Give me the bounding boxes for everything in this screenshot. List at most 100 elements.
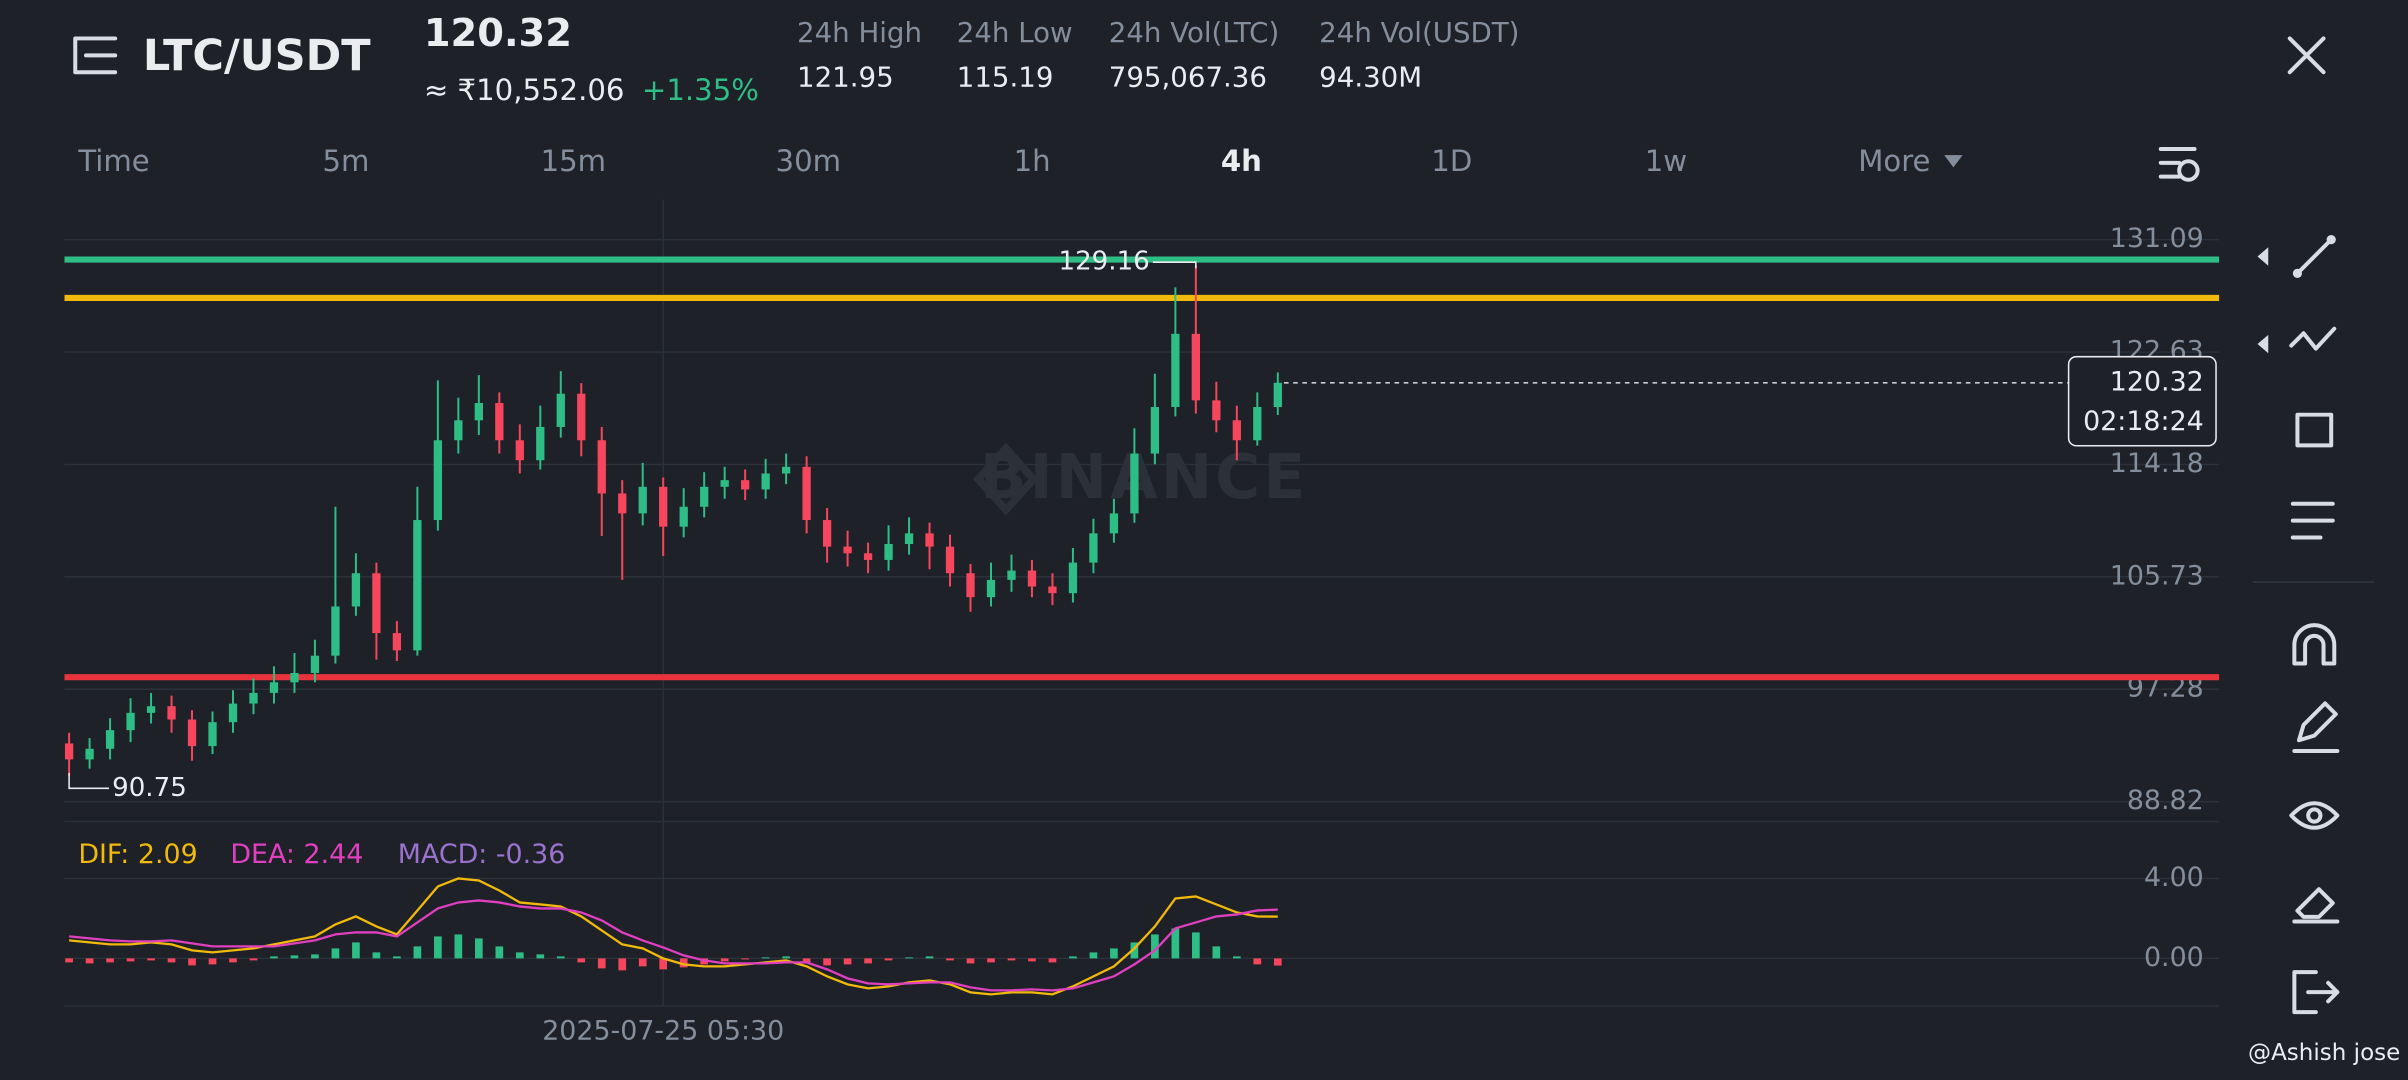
macd-bar	[946, 958, 954, 961]
magnet-tool[interactable]	[2292, 623, 2337, 666]
credit: @Ashish jose	[2248, 1040, 2400, 1066]
macd-bar	[1232, 956, 1241, 959]
macd-bar	[905, 957, 913, 959]
macd-bar	[1151, 934, 1159, 959]
interval-tab[interactable]: 30m	[776, 144, 842, 178]
candle-body	[1273, 382, 1282, 408]
chart-settings[interactable]	[2158, 147, 2200, 182]
countdown-label: 02:18:24	[2083, 406, 2204, 437]
macd-bar	[864, 958, 872, 964]
macd-bar	[434, 936, 442, 959]
eraser-tool[interactable]	[2292, 887, 2340, 924]
indicator-tool[interactable]	[2290, 501, 2335, 540]
interval-tab[interactable]: 5m	[323, 144, 370, 178]
candle-body	[433, 440, 443, 521]
interval-tab[interactable]: More	[1858, 144, 1930, 178]
candle-body	[249, 692, 258, 704]
macd-bar	[311, 954, 319, 959]
exit-tool[interactable]	[2292, 970, 2340, 1015]
candle-body	[1212, 400, 1221, 421]
y-tick-label: 131.09	[2110, 223, 2204, 254]
macd-bar	[1212, 946, 1221, 959]
candle-body	[945, 546, 955, 574]
interval-tab[interactable]: Time	[77, 144, 149, 178]
macd-bar	[1171, 928, 1180, 959]
candle-body	[618, 493, 627, 514]
candle-body	[802, 466, 811, 521]
macd-bar	[413, 946, 422, 959]
macd-bar	[1192, 932, 1200, 959]
y-tick-label: 114.18	[2110, 448, 2204, 479]
macd-bar	[823, 958, 831, 966]
pen-tool[interactable]	[2292, 701, 2340, 754]
candle-body	[228, 703, 238, 723]
macd-bar	[270, 956, 278, 959]
candle-body	[863, 553, 873, 560]
candle-body	[64, 743, 74, 760]
macd-bar	[1273, 958, 1282, 966]
interval-tab[interactable]: 15m	[541, 144, 607, 178]
candle-body	[146, 706, 156, 713]
macd-bar	[372, 952, 381, 959]
interval-tab[interactable]: 1h	[1014, 144, 1051, 178]
macd-bar	[802, 958, 811, 963]
candle-body	[966, 573, 975, 598]
trend-line-tool[interactable]	[2292, 235, 2336, 279]
macd-bar	[229, 958, 237, 963]
shape-tool[interactable]	[2295, 412, 2334, 448]
macd-bar	[393, 956, 401, 959]
macd-bar	[126, 958, 135, 962]
macd-bar	[536, 954, 545, 959]
macd-bar	[331, 948, 340, 959]
candle-body	[1191, 333, 1201, 401]
candle-body	[105, 730, 115, 749]
macd-bar	[761, 957, 770, 959]
expand-caret	[2257, 247, 2269, 266]
candle-body	[85, 748, 94, 760]
stat-value: 795,067.36	[1109, 60, 1267, 93]
close-button[interactable]	[2287, 36, 2326, 75]
macd-bar	[290, 955, 299, 959]
candle-body	[454, 420, 463, 441]
toolbar	[2252, 235, 2375, 1015]
visibility-tool[interactable]	[2289, 801, 2340, 830]
candle-body	[700, 486, 709, 507]
macd-bar	[843, 958, 852, 965]
macd-bar	[638, 958, 647, 967]
last-price-label: 120.32	[2110, 366, 2204, 397]
macd-bar	[597, 958, 606, 969]
candle-body	[741, 480, 750, 490]
candle-body	[413, 520, 422, 651]
y-tick-label: 4.00	[2144, 862, 2204, 893]
macd-bar	[1007, 958, 1016, 961]
candle-body	[351, 573, 361, 607]
macd-bar	[618, 958, 627, 971]
candle-body	[659, 486, 668, 527]
candle-body	[638, 486, 647, 514]
interval-tab[interactable]: 4h	[1221, 144, 1262, 178]
candle-body	[679, 506, 688, 527]
macd-bar	[1089, 952, 1098, 959]
stat-value: 115.19	[957, 60, 1054, 93]
macd-bar	[352, 942, 360, 959]
menu-icon[interactable]	[73, 36, 118, 75]
interval-tab[interactable]: 1D	[1431, 144, 1472, 178]
candle-body	[1171, 333, 1180, 408]
macd-bar	[925, 956, 934, 959]
legend-entry: DEA: 2.44	[230, 839, 363, 870]
last-price-box	[2067, 355, 2217, 447]
macd-bar	[720, 958, 729, 962]
annotation-leader	[1152, 261, 1197, 269]
macd-bar	[741, 958, 749, 960]
candle-body	[843, 546, 852, 554]
candle-body	[781, 466, 791, 474]
macd-bar	[1110, 948, 1118, 959]
high-annotation: 129.16	[1058, 247, 1149, 277]
macd-bar	[782, 956, 790, 959]
candle-body	[986, 579, 996, 598]
candle-body	[495, 403, 504, 441]
macd-bar	[65, 958, 73, 963]
fib-tool[interactable]	[2289, 326, 2337, 351]
interval-tab[interactable]: 1w	[1645, 144, 1687, 178]
candle-body	[1150, 407, 1160, 454]
